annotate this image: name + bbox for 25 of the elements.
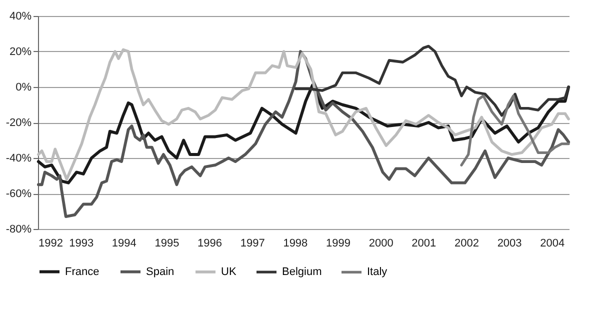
- x-tick-label: 1997: [240, 238, 265, 250]
- x-tick-label: 2002: [454, 238, 479, 250]
- x-tick-label: 1996: [198, 238, 222, 250]
- y-tick-label: -60%: [6, 188, 32, 200]
- y-tick-label: 40%: [9, 10, 32, 22]
- legend-label: Spain: [146, 266, 174, 278]
- x-tick-label: 1994: [112, 238, 136, 250]
- x-tick-label: 2001: [412, 238, 436, 250]
- legend-label: Italy: [367, 266, 388, 278]
- y-tick-label: -20%: [6, 117, 32, 129]
- x-tick-label: 1998: [283, 238, 308, 250]
- y-tick-label: 20%: [9, 46, 32, 58]
- x-tick-label: 2000: [368, 238, 394, 250]
- y-tick-label: 0%: [16, 82, 32, 94]
- legend-label: Belgium: [282, 266, 322, 278]
- x-tick-label: 1993: [69, 238, 94, 250]
- y-tick-label: -80%: [6, 224, 32, 236]
- x-tick-label: 1992: [38, 238, 63, 250]
- x-tick-label: 2003: [497, 238, 522, 250]
- legend-label: UK: [221, 266, 237, 278]
- x-tick-label: 1995: [154, 238, 180, 250]
- x-tick-label: 1999: [326, 238, 350, 250]
- legend-label: France: [65, 266, 100, 278]
- y-tick-label: -40%: [6, 152, 32, 164]
- x-tick-label: 2004: [540, 238, 565, 250]
